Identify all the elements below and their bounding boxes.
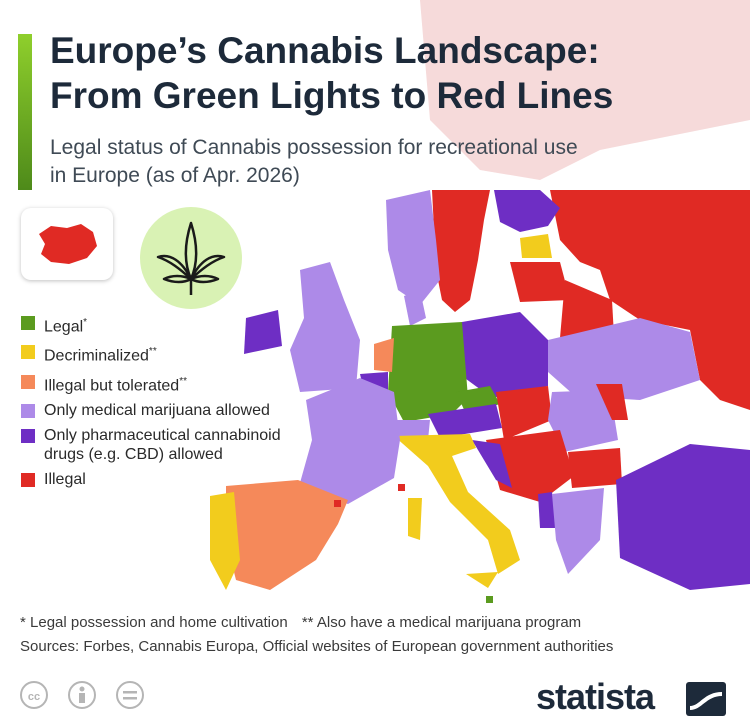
legend-swatch xyxy=(21,472,35,487)
marker-malta xyxy=(486,596,493,603)
subtitle-line-1: Legal status of Cannabis possession for … xyxy=(50,136,578,159)
legend-label: Decriminalized** xyxy=(44,342,157,365)
statista-logo-icon[interactable] xyxy=(686,682,726,716)
legend-label: Legal* xyxy=(44,313,87,336)
legend-label: Illegal xyxy=(44,470,86,489)
title-line-2: From Green Lights to Red Lines xyxy=(50,75,614,116)
country-switzerland xyxy=(392,420,430,440)
subtitle: Legal status of Cannabis possession for … xyxy=(50,134,700,190)
country-turkey xyxy=(616,444,750,590)
country-spain xyxy=(226,480,348,590)
country-ireland xyxy=(244,310,282,354)
svg-text:cc: cc xyxy=(28,691,40,703)
country-romania xyxy=(548,390,618,452)
country-france xyxy=(298,378,400,504)
attribution-icon[interactable] xyxy=(68,681,96,709)
country-netherlands xyxy=(374,338,394,372)
country-austria xyxy=(428,404,502,438)
background-land xyxy=(420,0,750,180)
country-ukraine xyxy=(548,318,700,400)
country-hungary xyxy=(496,386,552,440)
marker-andorra xyxy=(334,500,341,507)
country-uk xyxy=(290,262,360,392)
legend-item: Illegal but tolerated** xyxy=(21,372,311,395)
iceland-inset-icon xyxy=(39,224,97,264)
legend-label-text: Only medical marijuana allowed xyxy=(44,401,270,419)
legend-swatch xyxy=(21,345,35,360)
legend-swatch xyxy=(21,403,35,418)
legend-footnote-mark: * xyxy=(83,317,88,328)
country-moldova xyxy=(596,384,628,420)
cannabis-leaf-icon xyxy=(156,221,226,295)
legend-item: Illegal xyxy=(21,470,311,489)
legend-swatch xyxy=(21,316,35,330)
legend-footnote-mark: ** xyxy=(179,375,187,387)
legend-label-text: Illegal xyxy=(44,470,86,488)
legend-label-text: Decriminalized xyxy=(44,347,149,365)
country-albania xyxy=(538,492,556,528)
country-finland xyxy=(494,190,560,232)
country-portugal xyxy=(210,492,240,590)
sources: Sources: Forbes, Cannabis Europa, Offici… xyxy=(20,638,614,655)
footnotes: * Legal possession and home cultivation … xyxy=(20,614,591,631)
country-russia xyxy=(550,190,750,410)
marker-monaco xyxy=(398,484,405,491)
country-croatia xyxy=(472,440,512,488)
title-line-1: Europe’s Cannabis Landscape: xyxy=(50,30,600,71)
subtitle-line-2: in Europe (as of Apr. 2026) xyxy=(50,164,300,187)
legend-label: Only medical marijuana allowed xyxy=(44,401,270,420)
legend-swatch xyxy=(21,374,35,389)
country-greece xyxy=(552,488,604,574)
footnote-decriminalized: ** Also have a medical marijuana program xyxy=(301,614,582,631)
legend-label: Illegal but tolerated** xyxy=(44,372,187,395)
country-baltics xyxy=(510,262,570,302)
legend-swatch xyxy=(21,428,35,443)
page-title: Europe’s Cannabis Landscape: From Green … xyxy=(50,28,740,118)
legend-label-text: Illegal but tolerated xyxy=(44,376,180,394)
country-bulgaria xyxy=(568,448,622,488)
legend-item: Only medical marijuana allowed xyxy=(21,401,311,420)
statista-wordmark[interactable]: statista xyxy=(536,676,655,717)
footnote-legal: * Legal possession and home cultivation xyxy=(20,614,288,631)
country-belarus xyxy=(560,280,614,338)
cannabis-badge xyxy=(140,207,242,309)
iceland-inset xyxy=(21,208,113,280)
country-sardinia xyxy=(408,498,422,540)
country-italy xyxy=(394,434,520,574)
legend: Legal* Decriminalized** Illegal but tolera… xyxy=(21,313,311,495)
cc-license-icon[interactable] xyxy=(20,681,48,709)
legend-item: Only pharmaceutical cannabinoid drugs (e… xyxy=(21,426,311,464)
country-norway xyxy=(432,190,490,312)
country-poland xyxy=(462,312,548,398)
country-estonia xyxy=(520,234,552,258)
legend-footnote-mark: ** xyxy=(148,346,157,358)
legend-item: Decriminalized** xyxy=(21,342,311,365)
legend-label-text: Only pharmaceutical cannabinoid drugs (e… xyxy=(44,426,281,463)
license-glyphs: cc xyxy=(28,686,137,703)
legend-label: Only pharmaceutical cannabinoid drugs (e… xyxy=(44,426,311,464)
legend-label-text: Legal xyxy=(44,318,84,336)
country-sweden xyxy=(386,190,440,305)
country-sicily xyxy=(466,572,498,588)
country-germany xyxy=(388,322,468,422)
country-denmark xyxy=(404,290,426,326)
accent-bar xyxy=(18,34,32,190)
legend-item: Legal* xyxy=(21,313,311,336)
no-derivatives-icon[interactable] xyxy=(116,681,144,709)
